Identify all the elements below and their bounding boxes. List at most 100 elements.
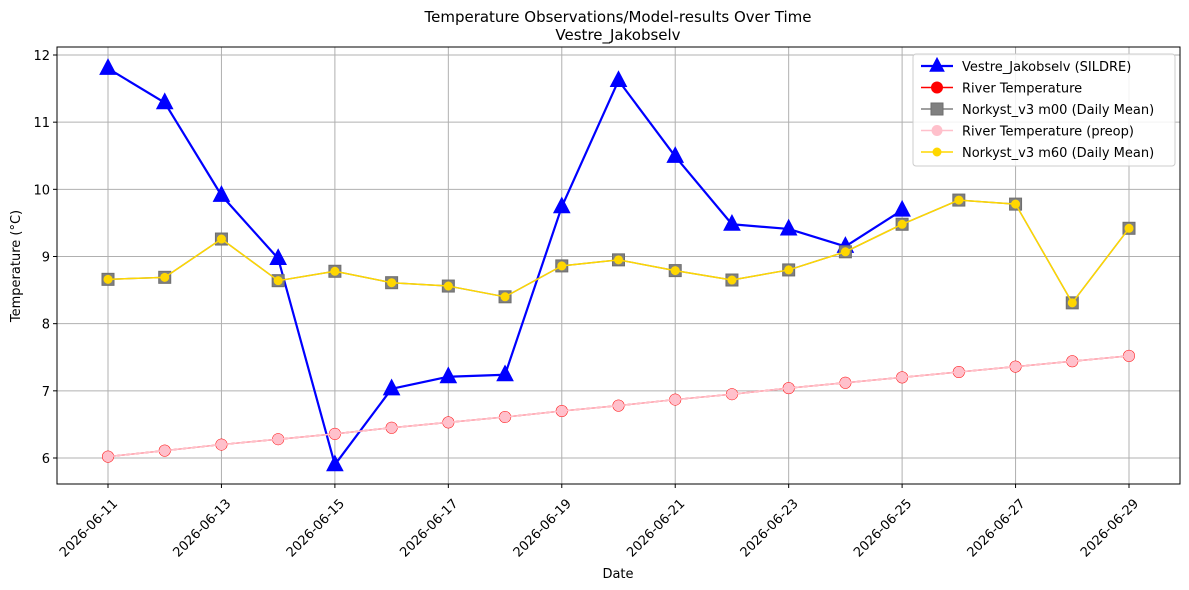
x-tick-label: 2026-06-23 <box>738 496 802 560</box>
data-point <box>382 378 401 396</box>
x-tick-label: 2026-06-19 <box>511 496 575 560</box>
data-point <box>1010 361 1022 373</box>
legend-item: Norkyst_v3 m60 (Daily Mean) <box>921 146 1154 161</box>
data-point <box>557 261 567 271</box>
data-point <box>839 377 851 389</box>
y-tick-label: 7 <box>42 385 50 400</box>
data-point <box>552 196 571 214</box>
x-tick-label: 2026-06-13 <box>170 496 234 560</box>
y-tick-label: 8 <box>42 318 50 333</box>
series-line <box>107 199 1130 304</box>
plot-frame <box>56 46 1181 485</box>
data-point <box>779 218 798 236</box>
legend-item: Vestre_Jakobselv (SILDRE) <box>921 56 1131 75</box>
data-point <box>103 274 113 284</box>
legend-item: Norkyst_v3 m00 (Daily Mean) <box>921 102 1154 118</box>
x-tick-label: 2026-06-15 <box>284 496 348 560</box>
series-5 <box>103 195 1134 308</box>
data-point <box>216 234 226 244</box>
data-point <box>439 366 458 384</box>
y-axis: 6 7 8 9 10 11 12 <box>33 49 57 467</box>
data-point <box>893 199 911 217</box>
legend-item: River Temperature (preop) <box>921 125 1134 140</box>
legend-label: Norkyst_v3 m60 (Daily Mean) <box>962 146 1154 161</box>
data-point <box>500 292 510 302</box>
y-tick-label: 12 <box>33 49 50 64</box>
data-point <box>273 276 283 286</box>
legend: Vestre_Jakobselv (SILDRE) River Temperatu… <box>912 53 1176 167</box>
series-3 <box>101 193 1136 310</box>
data-point <box>953 366 965 378</box>
data-point <box>496 364 514 382</box>
data-point <box>329 428 341 440</box>
data-point <box>723 213 741 231</box>
legend-marker <box>930 102 944 116</box>
y-tick-label: 6 <box>42 452 50 467</box>
x-tick-label: 2026-06-11 <box>57 496 121 560</box>
legend-item: River Temperature <box>921 81 1082 97</box>
legend-label: River Temperature (preop) <box>962 125 1134 140</box>
data-point <box>326 454 344 472</box>
y-tick-label: 10 <box>33 183 50 198</box>
data-point <box>386 422 398 434</box>
legend-marker <box>932 147 942 157</box>
x-axis: 2026-06-11 2026-06-13 2026-06-15 2026-06-17… <box>57 484 1142 560</box>
chart-subtitle: Vestre_Jakobselv <box>555 26 680 45</box>
data-point <box>1011 199 1021 209</box>
data-point <box>556 405 568 417</box>
data-point <box>160 272 170 282</box>
data-point <box>609 70 628 88</box>
data-point <box>840 247 850 257</box>
data-point <box>727 275 737 285</box>
y-tick-label: 9 <box>42 251 50 266</box>
legend-marker <box>931 81 943 94</box>
legend-marker <box>931 125 943 136</box>
data-point <box>614 255 623 265</box>
data-point <box>726 388 738 400</box>
data-point <box>499 411 511 423</box>
x-tick-label: 2026-06-25 <box>851 496 915 560</box>
legend-label: Vestre_Jakobselv (SILDRE) <box>962 60 1131 75</box>
data-point <box>212 185 231 202</box>
data-point <box>99 58 117 75</box>
data-point <box>272 433 284 445</box>
data-point <box>443 281 453 291</box>
x-tick-label: 2026-06-27 <box>965 496 1029 560</box>
data-point <box>1124 223 1134 233</box>
y-axis-title: Temperature (°C) <box>9 210 24 323</box>
data-point <box>666 146 685 163</box>
data-point <box>897 219 907 229</box>
data-point <box>1067 298 1077 308</box>
legend-marker <box>929 56 945 72</box>
data-point <box>670 266 680 276</box>
data-point <box>783 382 795 394</box>
data-point <box>1066 355 1078 367</box>
legend-label: River Temperature <box>962 82 1082 97</box>
data-point <box>669 394 681 406</box>
data-point <box>784 265 794 275</box>
data-point <box>215 439 227 451</box>
y-tick-label: 11 <box>33 116 50 131</box>
legend-label: Norkyst_v3 m00 (Daily Mean) <box>962 103 1154 118</box>
data-point <box>387 278 397 288</box>
x-tick-label: 2026-06-29 <box>1078 496 1142 560</box>
data-point <box>269 248 287 266</box>
x-tick-label: 2026-06-17 <box>397 496 461 560</box>
data-point <box>102 451 114 463</box>
data-point <box>155 92 174 110</box>
series-line <box>107 199 1130 304</box>
series-layer <box>99 58 1136 472</box>
data-point <box>613 400 624 412</box>
data-point <box>330 266 340 276</box>
x-axis-title: Date <box>602 567 633 582</box>
x-tick-label: 2026-06-21 <box>624 496 688 560</box>
chart-title: Temperature Observations/Model-results O… <box>423 8 811 26</box>
data-point <box>954 195 964 205</box>
data-point <box>896 371 908 383</box>
data-point <box>1123 350 1135 362</box>
legend-box <box>912 53 1176 167</box>
data-point <box>442 416 454 428</box>
data-point <box>159 445 171 457</box>
series-4 <box>102 350 1135 463</box>
